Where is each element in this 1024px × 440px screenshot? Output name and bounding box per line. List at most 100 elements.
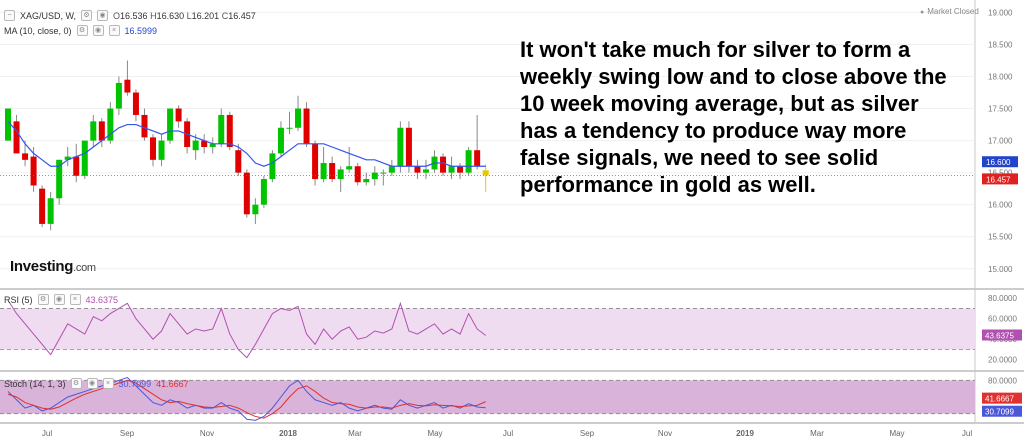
stoch-value-box	[982, 405, 1022, 417]
close-icon[interactable]: ×	[102, 378, 114, 389]
x-tick-label: Jul	[503, 429, 513, 438]
rsi-header: RSI (5) ⚙ ◉ × 43.6375	[4, 294, 118, 305]
rsi-band	[0, 308, 975, 350]
candle	[132, 92, 139, 115]
stoch-k-value: 30.7099	[118, 378, 152, 389]
ma-price-label: 16.600	[986, 158, 1011, 167]
candle	[303, 108, 310, 144]
candle	[388, 166, 395, 173]
x-tick-label: May	[427, 429, 442, 438]
rsi-value: 43.6375	[85, 294, 119, 305]
candle	[329, 163, 336, 180]
candle	[363, 179, 370, 183]
stoch-label[interactable]: Stoch (14, 1, 3)	[4, 378, 66, 389]
ma-label[interactable]: MA (10, close, 0)	[4, 25, 72, 36]
candle	[47, 198, 54, 224]
y-tick-label: 17.000	[988, 137, 1013, 146]
candle	[22, 153, 29, 160]
candle	[218, 114, 225, 144]
ma-price-label-box	[982, 156, 1018, 168]
candle	[269, 153, 276, 180]
candle	[107, 108, 114, 141]
candle	[13, 121, 20, 154]
candle	[235, 150, 242, 173]
candle	[39, 188, 46, 224]
y-tick-label: 16.500	[988, 169, 1013, 178]
candle	[260, 179, 267, 205]
candle	[414, 166, 421, 173]
hide-icon[interactable]: ◉	[97, 10, 109, 21]
stoch-line-1	[7, 379, 486, 419]
candle	[474, 150, 481, 167]
settings-icon[interactable]: ⚙	[81, 10, 93, 21]
candle	[371, 172, 378, 180]
y-tick-label: 17.500	[988, 105, 1013, 114]
settings-icon[interactable]: ⚙	[70, 378, 82, 389]
stoch-header: Stoch (14, 1, 3) ⚙ ◉ × 30.7099 41.6667	[4, 378, 189, 389]
x-tick-label: Nov	[658, 429, 672, 438]
candle	[226, 114, 233, 147]
candle	[337, 169, 344, 180]
x-tick-label: Jul	[42, 429, 52, 438]
candle	[397, 127, 404, 167]
close-price-label-box	[982, 173, 1018, 185]
collapse-icon[interactable]: −	[4, 10, 15, 21]
y-tick-label: 15.000	[988, 265, 1013, 274]
stoch-band	[0, 380, 975, 414]
x-tick-label: 2019	[736, 429, 754, 438]
candle	[209, 143, 216, 147]
x-tick-label: Mar	[348, 429, 362, 438]
rsi-value-box	[982, 329, 1022, 341]
candle	[115, 82, 122, 109]
candle	[73, 156, 80, 176]
rsi-axis-value: 43.6375	[985, 332, 1014, 341]
ma-line	[7, 120, 486, 167]
ohlc-readout: O16.536 H16.630 L16.201 C16.457	[113, 10, 256, 21]
x-tick-label: May	[889, 429, 904, 438]
candle	[158, 140, 165, 160]
x-tick-label: Jul	[962, 429, 972, 438]
stoch-d-value: 41.6667	[156, 378, 189, 389]
close-icon[interactable]: ×	[69, 294, 81, 305]
ma-value: 16.5999	[124, 25, 158, 36]
candle	[286, 127, 293, 129]
candle	[482, 170, 489, 176]
hide-icon[interactable]: ◉	[53, 294, 65, 305]
x-tick-label: Sep	[580, 429, 595, 438]
candle	[201, 140, 208, 147]
y-tick-label: 16.000	[988, 201, 1013, 210]
candle	[141, 114, 148, 138]
rsi-tick-label: 60.0000	[988, 315, 1017, 324]
settings-icon[interactable]: ⚙	[37, 294, 49, 305]
candle	[295, 108, 302, 128]
candle	[457, 166, 464, 173]
candle	[405, 127, 412, 167]
close-icon[interactable]: ×	[108, 25, 120, 36]
candle	[243, 172, 250, 215]
y-tick-label: 18.500	[988, 40, 1013, 49]
stoch-axis-value: 41.6667	[985, 395, 1014, 404]
candle	[448, 166, 455, 173]
settings-icon[interactable]: ⚙	[76, 25, 88, 36]
candle	[422, 169, 429, 173]
y-tick-label: 18.000	[988, 73, 1013, 82]
stoch-line-0	[7, 376, 486, 421]
candle	[252, 204, 259, 215]
rsi-label[interactable]: RSI (5)	[4, 294, 33, 305]
x-tick-label: 2018	[279, 429, 297, 438]
candle	[440, 156, 447, 173]
candle	[380, 172, 387, 174]
hide-icon[interactable]: ◉	[92, 25, 104, 36]
candle	[56, 159, 63, 199]
stoch-axis-value: 30.7099	[985, 408, 1014, 417]
rsi-tick-label: 20.0000	[988, 356, 1017, 365]
candle	[312, 143, 319, 180]
hide-icon[interactable]: ◉	[86, 378, 98, 389]
candle	[346, 166, 353, 170]
candle	[90, 121, 97, 141]
candle	[64, 156, 71, 160]
symbol-label[interactable]: XAG/USD, W,	[20, 10, 77, 21]
x-tick-label: Nov	[200, 429, 214, 438]
x-tick-label: Sep	[120, 429, 135, 438]
